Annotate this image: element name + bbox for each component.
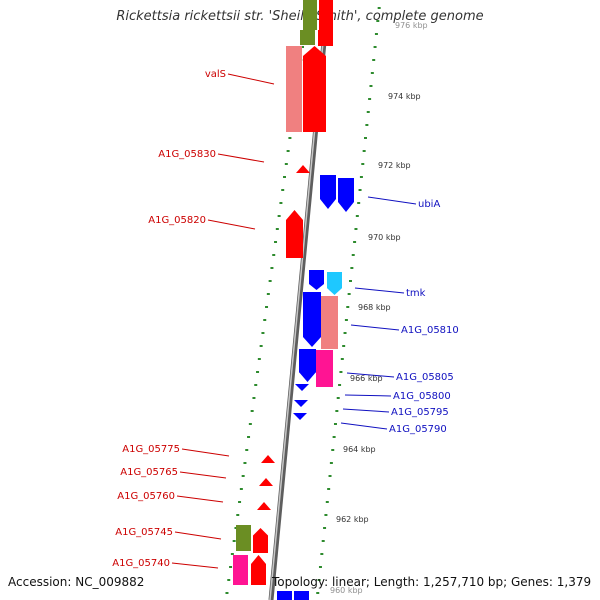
gene-a1g05740-magenta (233, 555, 248, 585)
gene-label-forward: A1G_05765 (120, 467, 178, 478)
gene-ubia-arrow-1 (320, 175, 336, 209)
scale-label: 964 kbp (343, 445, 376, 454)
gene-label-reverse: A1G_05795 (391, 407, 449, 418)
gene-a1g05745-arrow (253, 528, 268, 553)
gene-label-reverse: A1G_05800 (393, 391, 451, 402)
scale-label: 970 kbp (368, 233, 401, 242)
scale-label: 976 kbp (395, 21, 428, 30)
gene-a1g05790-arrow (293, 413, 307, 420)
gene-a1g05810-pseudo (321, 296, 338, 349)
scale-label: 974 kbp (388, 92, 421, 101)
leader-line (217, 153, 265, 163)
leader-line (344, 394, 392, 397)
leader-line (340, 422, 388, 430)
gene-a1g05760-arrow (257, 502, 271, 510)
leader-line (354, 287, 405, 294)
gene-tmk-upstream (309, 270, 324, 290)
gene-label-forward: A1G_05740 (112, 558, 170, 569)
leader-line (367, 196, 417, 205)
gene-a1g05820-arrow (286, 210, 303, 258)
gene-a1g05830-arrow (296, 165, 310, 173)
gene-labels: valS A1G_05830 A1G_05820 A1G_05775 A1G_05765… (112, 69, 459, 569)
gene-label-reverse: ubiA (418, 199, 440, 210)
leader-line (207, 219, 256, 230)
gene-a1g05800-arrow (295, 384, 309, 391)
accession-label: Accession: NC_009882 (8, 575, 145, 589)
scale-label: 972 kbp (378, 161, 411, 170)
leader-line (171, 562, 219, 569)
gene-label-forward: A1G_05745 (115, 527, 173, 538)
gene-label-reverse: A1G_05810 (401, 325, 459, 336)
leader-line (179, 471, 227, 479)
gene-a1g05795-arrow (294, 400, 308, 407)
gene-features (233, 0, 354, 600)
gene-ubia-arrow-2 (338, 178, 354, 212)
gene-bottom-blue-2 (294, 591, 309, 600)
gene-bottom-blue-1 (277, 591, 292, 600)
gene-red-top (319, 0, 333, 30)
leader-line (181, 448, 230, 457)
gene-label-forward: A1G_05775 (122, 444, 180, 455)
right-tick-track (316, 7, 381, 594)
gene-label-forward: valS (205, 69, 226, 80)
scale-label: 966 kbp (350, 374, 383, 383)
gene-tmk-arrow (327, 272, 342, 295)
leader-line (176, 495, 224, 503)
gene-a1g05805-magenta (316, 350, 333, 387)
gene-a1g05805-blue (299, 349, 316, 382)
gene-label-reverse: A1G_05790 (389, 424, 447, 435)
gene-vals-arrow (303, 46, 326, 132)
gene-label-reverse: A1G_05805 (396, 372, 454, 383)
gene-label-forward: A1G_05760 (117, 491, 175, 502)
topology-summary: Topology: linear; Length: 1,257,710 bp; … (272, 575, 592, 589)
kbp-scale-labels: 976 kbp 974 kbp 972 kbp 970 kbp 968 kbp 966 k… (330, 21, 428, 595)
gene-olive-top-2 (300, 30, 315, 45)
leader-line (346, 372, 395, 378)
gene-vals-pseudo (286, 46, 302, 132)
scale-label: 962 kbp (336, 515, 369, 524)
gene-red-top-2 (318, 30, 333, 46)
genome-title: Rickettsia rickettsii str. 'Sheila Smith… (116, 9, 484, 24)
gene-a1g05775-arrow (261, 455, 275, 463)
leader-line (342, 408, 390, 413)
leader-line (174, 531, 222, 540)
gene-label-reverse: tmk (406, 288, 426, 299)
gene-olive-top (303, 0, 317, 30)
label-leader-lines (171, 73, 417, 569)
leader-line (350, 324, 400, 331)
gene-a1g05810-blue (303, 292, 321, 347)
gene-a1g05740-arrow (251, 555, 266, 585)
gene-label-forward: A1G_05820 (148, 215, 206, 226)
gene-a1g05745-olive (236, 525, 251, 551)
scale-label: 968 kbp (358, 303, 391, 312)
gene-a1g05765-arrow (259, 478, 273, 486)
leader-line (227, 73, 275, 85)
gene-label-forward: A1G_05830 (158, 149, 216, 160)
scale-label: 960 kbp (330, 586, 363, 595)
